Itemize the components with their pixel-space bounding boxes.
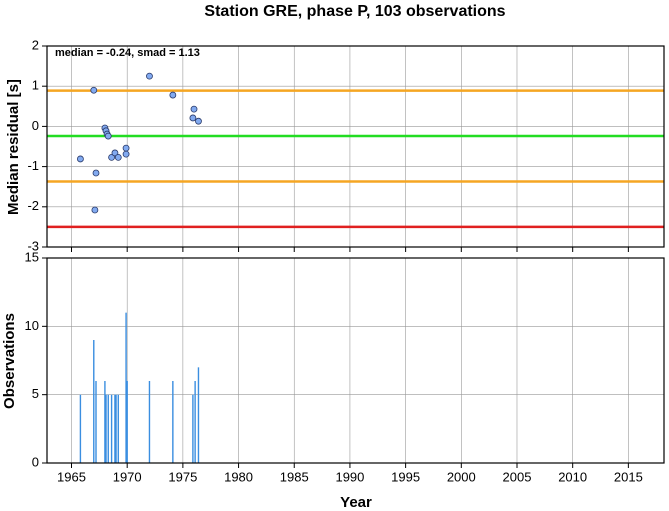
point	[146, 72, 153, 80]
bar	[126, 381, 128, 463]
bar	[114, 394, 116, 463]
point	[195, 117, 202, 125]
bar	[95, 381, 97, 463]
x-tick-label: 1990	[335, 469, 364, 484]
point	[114, 153, 122, 161]
bar	[115, 394, 117, 463]
y-tick-label: -1	[27, 158, 39, 173]
plot-frame	[46, 257, 665, 464]
point	[122, 144, 130, 152]
x-tick-label: 2000	[447, 469, 476, 484]
bar	[79, 394, 82, 463]
y-tick-label: 5	[32, 386, 39, 401]
bar	[110, 394, 113, 463]
x-tick-label: 1965	[57, 469, 86, 484]
y-axis-label: Observations	[1, 313, 18, 409]
point	[122, 150, 130, 158]
point	[90, 86, 98, 94]
x-tick-label: 1980	[224, 469, 253, 484]
bar	[93, 340, 95, 463]
x-tick-label: 1985	[280, 469, 309, 484]
point	[111, 149, 119, 157]
bar	[192, 394, 194, 463]
bar	[105, 394, 107, 463]
bar	[117, 394, 119, 463]
y-tick-label: 15	[25, 249, 39, 264]
plot-frame	[46, 45, 665, 248]
x-tick-label: 2010	[558, 469, 587, 484]
point	[92, 169, 100, 177]
x-tick-label: 1970	[113, 469, 142, 484]
x-tick-label: 2005	[503, 469, 532, 484]
point	[169, 91, 177, 99]
plot-area	[47, 46, 664, 247]
y-tick-label: 0	[32, 118, 39, 133]
x-tick-label: 2015	[614, 469, 643, 484]
y-tick-label: 10	[25, 318, 39, 333]
x-tick-label: 1995	[391, 469, 420, 484]
x-axis-label: Year	[340, 494, 372, 511]
x-tick-label: 1975	[168, 469, 197, 484]
bar	[197, 367, 200, 463]
point	[104, 132, 112, 140]
bar	[104, 381, 106, 463]
y-tick-label: 1	[32, 78, 39, 93]
bar	[172, 381, 174, 463]
point	[189, 114, 197, 122]
chart-title: Station GRE, phase P, 103 observations	[204, 3, 505, 20]
point	[91, 206, 99, 214]
annotation: median = -0.24, smad = 1.13	[55, 47, 200, 59]
bar	[148, 381, 151, 463]
bar	[125, 312, 127, 463]
y-tick-label: 0	[32, 454, 39, 469]
y-tick-label: -3	[27, 238, 39, 253]
point	[190, 105, 198, 113]
y-tick-label: -2	[27, 198, 39, 213]
y-axis-label: Median residual [s]	[5, 79, 22, 215]
y-tick-label: 2	[32, 37, 39, 52]
bar	[107, 394, 109, 463]
point	[77, 155, 84, 163]
plot-area	[47, 258, 664, 463]
point	[108, 153, 115, 161]
bar	[194, 381, 196, 463]
